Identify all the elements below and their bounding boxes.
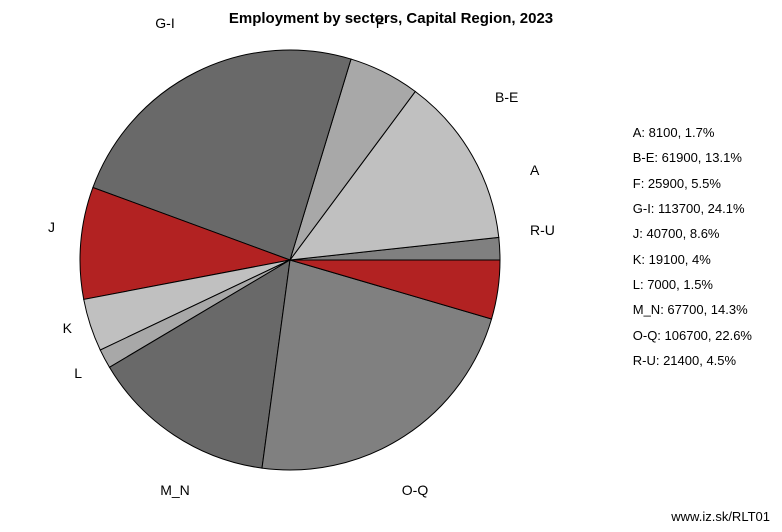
legend-item: L: 7000, 1.5% [633,272,752,297]
source-attribution: www.iz.sk/RLT01 [671,509,770,524]
pie-label-be: B-E [495,89,518,105]
pie-label-ru: R-U [530,222,555,238]
pie-chart: AB-EFG-IJKLM_NO-QR-U [70,40,510,480]
pie-label-k: K [63,320,73,336]
pie-label-j: J [48,219,55,235]
legend-item: G-I: 113700, 24.1% [633,196,752,221]
legend: A: 8100, 1.7%B-E: 61900, 13.1%F: 25900, … [633,120,752,373]
legend-item: M_N: 67700, 14.3% [633,297,752,322]
legend-item: B-E: 61900, 13.1% [633,145,752,170]
pie-label-l: L [74,365,82,381]
legend-item: R-U: 21400, 4.5% [633,348,752,373]
pie-label-f: F [376,15,385,31]
legend-item: O-Q: 106700, 22.6% [633,323,752,348]
pie-label-a: A [530,162,540,178]
pie-label-gi: G-I [155,15,174,31]
legend-item: F: 25900, 5.5% [633,171,752,196]
legend-item: J: 40700, 8.6% [633,221,752,246]
legend-item: A: 8100, 1.7% [633,120,752,145]
pie-label-oq: O-Q [402,482,429,498]
legend-item: K: 19100, 4% [633,247,752,272]
pie-label-mn: M_N [160,482,190,498]
